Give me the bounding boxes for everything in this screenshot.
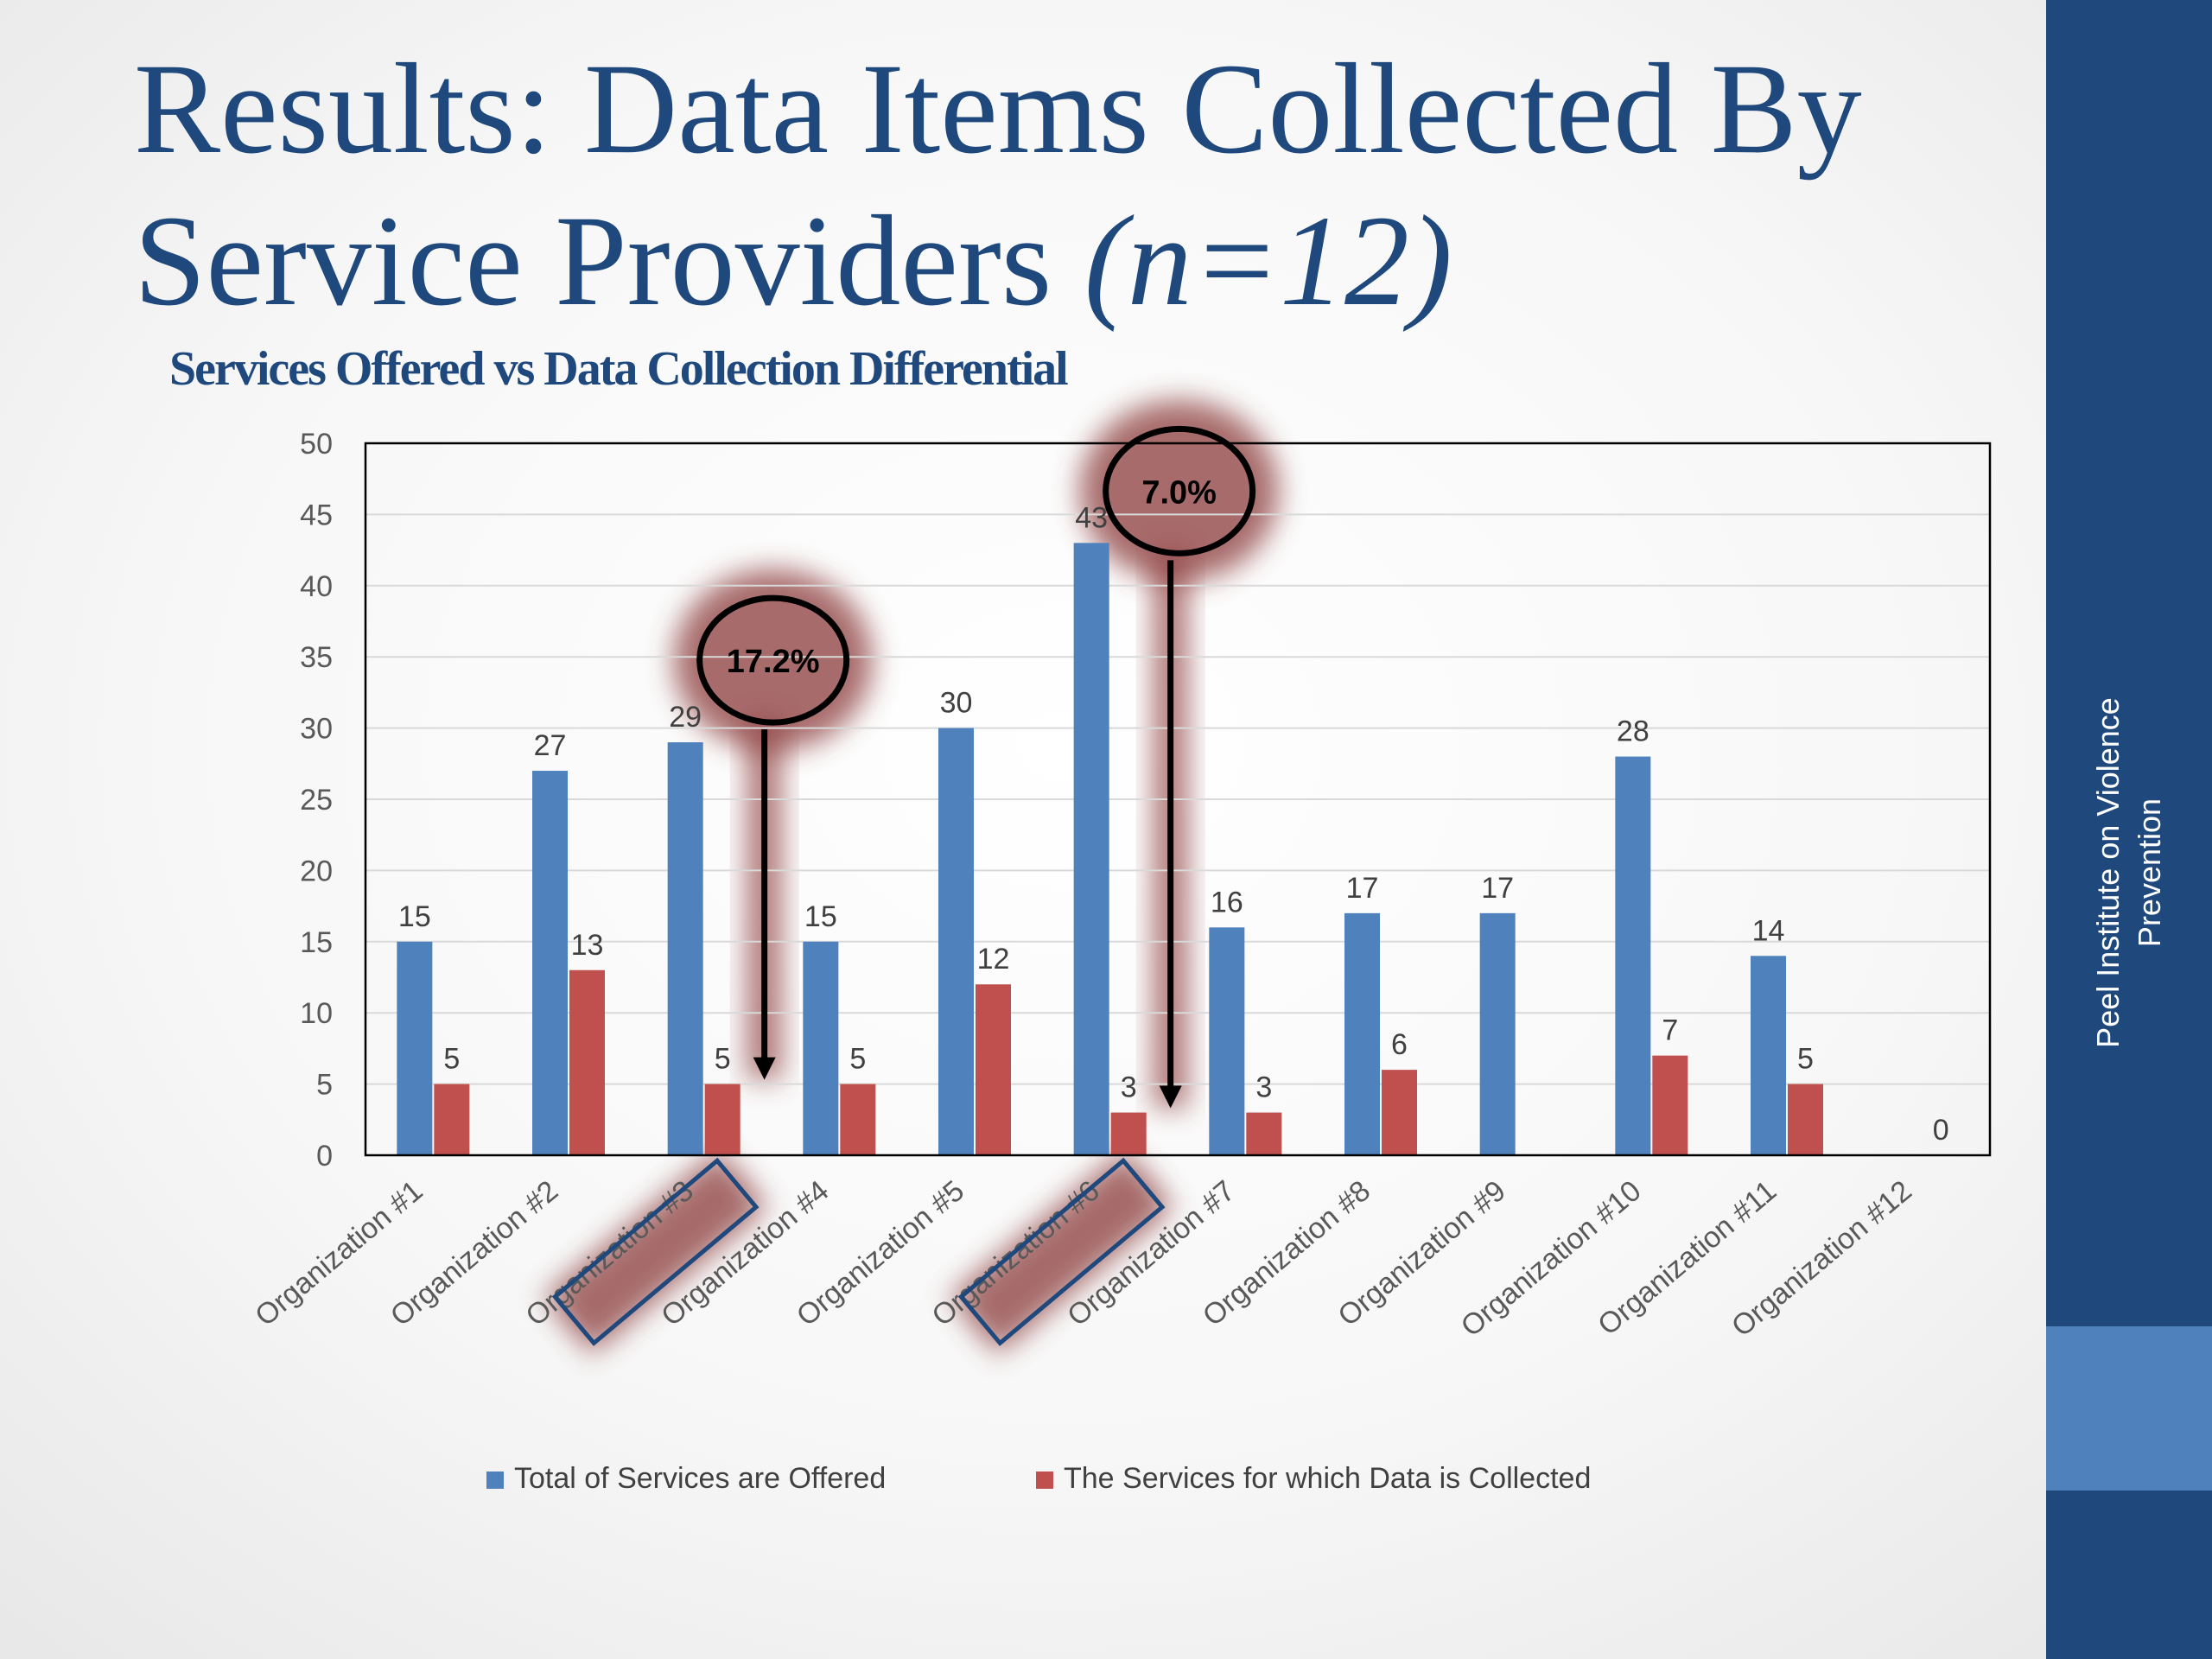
bar-offered xyxy=(938,728,974,1155)
bar-offered xyxy=(1073,543,1109,1155)
bar-offered xyxy=(803,941,839,1155)
highlight-glow xyxy=(543,1149,767,1354)
data-label: 3 xyxy=(1255,1071,1272,1104)
annotation-arrowhead xyxy=(1159,1085,1182,1109)
sidebar-accent xyxy=(2046,1326,2212,1491)
y-tick-label: 0 xyxy=(316,1140,333,1173)
legend-swatch xyxy=(486,1471,504,1489)
data-label: 14 xyxy=(1752,914,1785,947)
bar-offered xyxy=(1479,912,1516,1155)
bar-collected xyxy=(434,1084,470,1155)
data-label: 29 xyxy=(669,701,702,734)
legend-label: The Services for which Data is Collected xyxy=(1064,1462,1591,1495)
category-highlight-box xyxy=(957,1157,1166,1346)
data-label: 30 xyxy=(940,687,973,720)
bar-collected xyxy=(569,969,605,1155)
y-tick-label: 35 xyxy=(300,641,333,674)
data-label: 5 xyxy=(715,1043,731,1076)
bar-collected xyxy=(704,1084,741,1155)
bar-collected xyxy=(1652,1055,1688,1155)
y-tick-label: 45 xyxy=(300,499,333,531)
bar-collected xyxy=(1110,1112,1147,1155)
annotation-percent: 7.0% xyxy=(1141,474,1217,511)
category-highlight-box xyxy=(957,1157,1166,1346)
y-tick-label: 50 xyxy=(300,428,333,461)
data-label: 17 xyxy=(1481,872,1514,905)
legend-swatch xyxy=(1036,1471,1053,1489)
bar-collected xyxy=(976,984,1011,1155)
data-label: 5 xyxy=(443,1043,460,1076)
data-label: 15 xyxy=(804,900,837,933)
y-tick-label: 10 xyxy=(300,997,333,1030)
data-label: 15 xyxy=(398,900,431,933)
chart-title: Services Offered vs Data Collection Diff… xyxy=(169,342,1069,396)
y-tick-label: 40 xyxy=(300,570,333,603)
bar-collected xyxy=(840,1084,876,1155)
category-highlight-box xyxy=(551,1157,760,1346)
data-label: 3 xyxy=(1121,1071,1137,1104)
data-label: 0 xyxy=(1933,1114,1949,1147)
data-label: 16 xyxy=(1211,886,1243,918)
slide-title: Results: Data Items Collected By Service… xyxy=(134,33,1992,337)
title-sample-size: (n=12) xyxy=(1084,189,1452,333)
category-highlight-box xyxy=(551,1157,760,1346)
data-label: 5 xyxy=(1797,1043,1814,1076)
highlight-glow xyxy=(950,1149,1173,1354)
bar-offered xyxy=(1344,912,1380,1155)
annotation-percent: 17.2% xyxy=(727,644,820,680)
data-label: 5 xyxy=(849,1043,866,1076)
data-label: 6 xyxy=(1391,1028,1408,1061)
y-tick-label: 15 xyxy=(300,926,333,959)
data-label: 27 xyxy=(534,729,567,762)
y-tick-label: 20 xyxy=(300,855,333,887)
bar-offered xyxy=(1615,756,1651,1155)
bar-offered xyxy=(397,941,433,1155)
sidebar-caption: Peel Institute on Violence Prevention xyxy=(2090,697,2167,1048)
bar-offered xyxy=(532,771,568,1155)
legend-label: Total of Services are Offered xyxy=(514,1462,886,1495)
highlight-glow xyxy=(950,1149,1173,1354)
bar-collected xyxy=(1788,1084,1823,1155)
data-label: 17 xyxy=(1346,872,1379,905)
data-label: 28 xyxy=(1617,715,1649,748)
highlight-glow xyxy=(543,1149,767,1354)
annotation-arrowhead xyxy=(753,1057,776,1080)
annotation-circle xyxy=(1103,425,1256,556)
y-tick-label: 30 xyxy=(300,713,333,746)
data-label: 7 xyxy=(1662,1014,1678,1047)
bar-offered xyxy=(1751,956,1786,1155)
bar-collected xyxy=(1382,1070,1417,1155)
data-label: 13 xyxy=(571,929,604,962)
bar-offered xyxy=(667,742,703,1155)
data-label: 43 xyxy=(1075,501,1108,534)
y-tick-label: 5 xyxy=(316,1069,333,1102)
bar-collected xyxy=(1246,1112,1282,1155)
data-label: 12 xyxy=(977,943,1010,976)
y-tick-label: 25 xyxy=(300,784,333,817)
bar-offered xyxy=(1209,927,1245,1155)
title-main: Results: Data Items Collected By Service… xyxy=(134,37,1862,333)
annotation-circle xyxy=(696,594,850,726)
plot-border xyxy=(364,442,1992,1157)
